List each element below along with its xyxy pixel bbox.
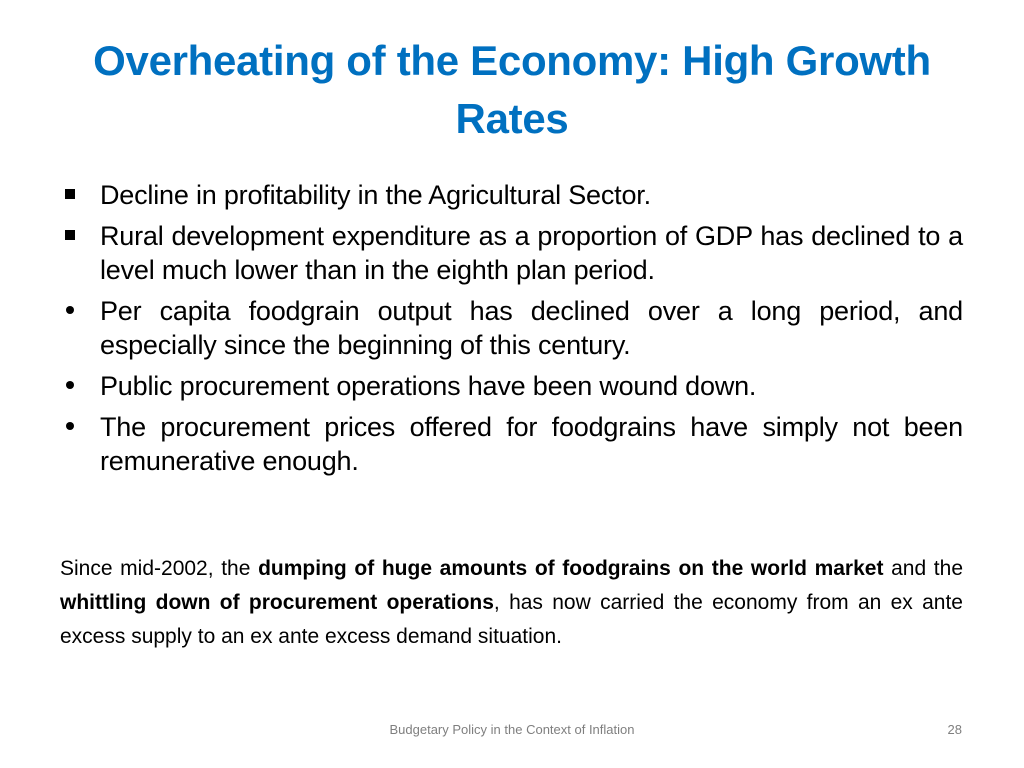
square-bullet-icon [60,178,80,212]
summary-paragraph: Since mid-2002, the dumping of huge amou… [60,552,963,654]
bullet-text: The procurement prices offered for foodg… [100,412,963,476]
bullet-text: Public procurement operations have been … [100,371,757,401]
square-bullet-icon [60,219,80,253]
paragraph-bold-text: whittling down of procurement operations [60,591,494,614]
bullet-item: Per capita foodgrain output has declined… [60,294,963,362]
bullet-item: Decline in profitability in the Agricult… [60,178,963,212]
bullet-list: Decline in profitability in the Agricult… [60,178,963,485]
paragraph-text: Since mid-2002, the [60,557,259,580]
bullet-item: The procurement prices offered for foodg… [60,410,963,478]
footer-text: Budgetary Policy in the Context of Infla… [389,722,635,737]
page-number: 28 [947,722,962,737]
bullet-text: Rural development expenditure as a propo… [100,221,963,285]
bullet-text: Per capita foodgrain output has declined… [100,296,963,360]
slide-title: Overheating of the Economy: High Growth … [93,37,931,142]
paragraph-bold-text: dumping of huge amounts of foodgrains on… [258,557,884,580]
bullet-item: Rural development expenditure as a propo… [60,219,963,287]
paragraph-text: , has now carried the economy from an ex… [60,591,963,648]
dot-bullet-icon [60,410,80,444]
bullet-item: Public procurement operations have been … [60,369,963,403]
dot-bullet-icon [60,369,80,403]
paragraph-text: and the [883,557,963,580]
bullet-text: Decline in profitability in the Agricult… [100,180,651,210]
dot-bullet-icon [60,294,80,328]
